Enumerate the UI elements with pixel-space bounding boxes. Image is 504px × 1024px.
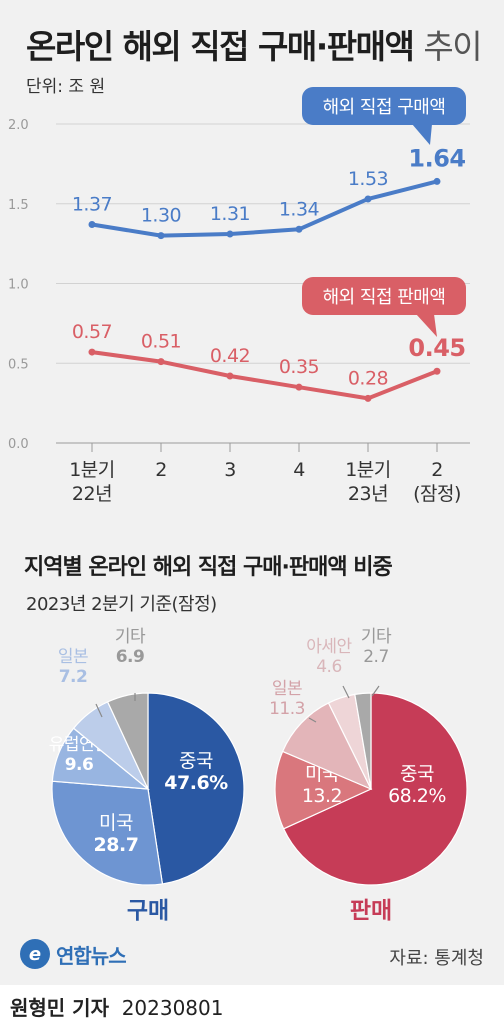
data-label: 1.34 bbox=[279, 198, 320, 220]
data-label: 0.35 bbox=[279, 356, 319, 378]
data-point bbox=[364, 195, 372, 203]
pie-section-title: 지역별 온라인 해외 직접 구매·판매액 비중 bbox=[24, 555, 393, 580]
chart-title: 온라인 해외 직접 구매·판매액 추이 bbox=[26, 20, 483, 68]
data-label: 1.53 bbox=[348, 168, 388, 190]
legend-label: 해외 직접 구매액 bbox=[323, 97, 446, 118]
y-tick-label: 2.0 bbox=[8, 118, 29, 133]
pie-slice-name: 아세안 bbox=[306, 637, 352, 657]
x-tick-label: 23년 bbox=[348, 483, 388, 505]
pie-slice bbox=[354, 692, 372, 790]
leader-line bbox=[95, 703, 103, 718]
data-point bbox=[226, 230, 234, 238]
legend-label: 해외 직접 판매액 bbox=[323, 287, 446, 308]
purchase-line bbox=[91, 179, 438, 238]
x-tick-label: 2 bbox=[431, 459, 443, 481]
data-label: 1.30 bbox=[141, 205, 181, 227]
y-tick-label: 0.5 bbox=[8, 357, 29, 372]
legend-bubble-pointer bbox=[416, 314, 437, 337]
y-tick-label: 1.5 bbox=[8, 198, 29, 213]
source-note: 자료: 통계청 bbox=[389, 948, 484, 969]
data-label: 1.31 bbox=[210, 203, 250, 225]
data-label: 1.64 bbox=[408, 144, 465, 172]
pie-slice bbox=[147, 692, 245, 885]
legend-bubble-bg bbox=[302, 87, 466, 125]
byline-author: 원형민 기자 bbox=[10, 996, 109, 1020]
data-point bbox=[88, 220, 96, 228]
legend-bubble-purchase: 해외 직접 구매액 bbox=[302, 87, 466, 145]
pie-slice bbox=[51, 780, 164, 886]
pie-slice-value: 7.2 bbox=[59, 667, 88, 687]
leader-line bbox=[342, 685, 350, 699]
data-point bbox=[433, 177, 441, 185]
pie-section-subtitle: 2023년 2분기 기준(잠정) bbox=[26, 594, 217, 615]
legend-bubble-bg bbox=[302, 277, 466, 315]
logo-name: 연합뉴스 bbox=[56, 943, 127, 968]
pie-slice-name: 기타 bbox=[361, 627, 392, 647]
data-label: 0.42 bbox=[210, 345, 250, 367]
data-point bbox=[88, 348, 96, 356]
pie-slice-value: 4.6 bbox=[316, 657, 342, 677]
pie-slice-value: 2.7 bbox=[363, 647, 389, 667]
logo-mark-icon: e bbox=[20, 939, 50, 969]
pie-slice bbox=[106, 692, 149, 790]
data-point bbox=[433, 367, 441, 375]
title-suffix: 추이 bbox=[423, 27, 482, 66]
data-point bbox=[157, 358, 165, 366]
pie-slice-value: 6.9 bbox=[116, 647, 145, 667]
pie-slice-name: 기타 bbox=[115, 627, 146, 647]
x-tick-label: 4 bbox=[293, 459, 305, 481]
data-label: 0.45 bbox=[408, 334, 465, 362]
data-label: 0.57 bbox=[72, 321, 112, 343]
x-tick-label: 2 bbox=[155, 459, 167, 481]
pie-caption: 구매 bbox=[127, 898, 169, 924]
data-point bbox=[295, 225, 303, 233]
data-point bbox=[295, 383, 303, 391]
pie-slice-value: 28.7 bbox=[94, 834, 139, 856]
data-point bbox=[364, 394, 372, 402]
data-point bbox=[157, 232, 165, 240]
leader-line bbox=[371, 685, 380, 697]
title-main: 온라인 해외 직접 구매·판매액 bbox=[26, 27, 415, 66]
legend-bubble-sales: 해외 직접 판매액 bbox=[302, 277, 466, 337]
byline: 원형민 기자 20230801 bbox=[10, 992, 223, 1021]
data-label: 1.37 bbox=[72, 193, 112, 215]
pie-slice-value: 68.2% bbox=[388, 785, 446, 807]
pie-slice-name: 중국 bbox=[400, 763, 434, 785]
x-tick-label: 1분기 bbox=[345, 459, 391, 481]
pie-slice-value: 9.6 bbox=[65, 755, 94, 775]
pie-caption: 판매 bbox=[350, 898, 392, 924]
pie-slice-value: 11.3 bbox=[269, 699, 305, 719]
byline-date: 20230801 bbox=[121, 996, 224, 1020]
data-label: 0.28 bbox=[348, 367, 388, 389]
x-tick-label: 22년 bbox=[72, 483, 112, 505]
pie-slice-value: 47.6% bbox=[164, 772, 228, 794]
leader-line bbox=[308, 717, 317, 723]
pie-slice-name: 미국 bbox=[99, 812, 133, 834]
yonhap-logo: e 연합뉴스 bbox=[20, 936, 127, 972]
unit-label: 단위: 조 원 bbox=[26, 77, 106, 97]
legend-bubble-pointer bbox=[412, 124, 432, 145]
pie-slice-name: 일본 bbox=[272, 679, 302, 699]
y-tick-label: 0.0 bbox=[8, 437, 29, 452]
data-point bbox=[226, 372, 234, 380]
pie-slice bbox=[274, 750, 373, 830]
pie-slice bbox=[282, 692, 468, 886]
data-label: 0.51 bbox=[141, 331, 181, 353]
x-tick-label: (잠정) bbox=[413, 483, 461, 505]
pie-slice-name: 일본 bbox=[58, 647, 88, 667]
x-tick-label: 3 bbox=[224, 459, 236, 481]
pie-slice-value: 13.2 bbox=[302, 785, 342, 807]
x-tick-label: 1분기 bbox=[69, 459, 115, 481]
y-tick-label: 1.0 bbox=[8, 278, 29, 293]
sales-line bbox=[91, 350, 438, 401]
pie-slice bbox=[281, 702, 373, 791]
pie-slice-name: 중국 bbox=[179, 750, 213, 772]
